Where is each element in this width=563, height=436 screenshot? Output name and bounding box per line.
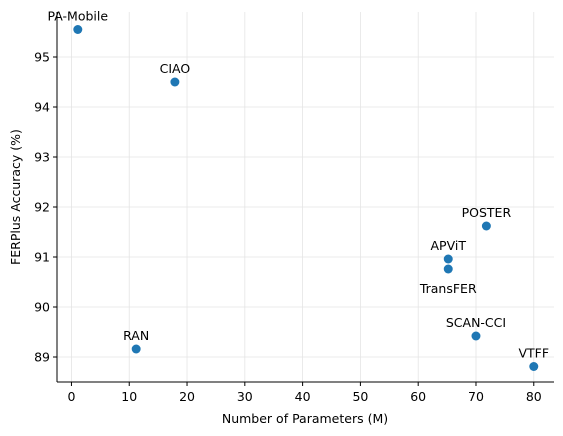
x-tick-label: 20 bbox=[179, 389, 195, 404]
x-tick-label: 40 bbox=[295, 389, 311, 404]
data-point bbox=[443, 254, 453, 264]
y-tick-label: 92 bbox=[34, 200, 50, 215]
data-point bbox=[73, 25, 83, 34]
point-label: RAN bbox=[123, 328, 149, 343]
point-label: CIAO bbox=[160, 61, 191, 76]
x-ticks: 0 10 20 30 40 50 60 70 80 bbox=[67, 382, 542, 404]
point-label: PA-Mobile bbox=[48, 9, 109, 24]
y-tick-label: 94 bbox=[34, 100, 50, 115]
point-label: TransFER bbox=[419, 281, 477, 296]
x-tick-label: 50 bbox=[352, 389, 368, 404]
x-tick-label: 0 bbox=[67, 389, 75, 404]
y-tick-label: 90 bbox=[34, 300, 50, 315]
data-point bbox=[170, 77, 180, 87]
axes bbox=[56, 12, 554, 383]
y-ticks: 89 90 91 92 93 94 95 bbox=[34, 50, 57, 365]
grid-lines bbox=[57, 12, 554, 382]
y-tick-label: 93 bbox=[34, 150, 50, 165]
point-labels: PA-Mobile CIAO POSTER APViT TransFER SCAN-CCI… bbox=[48, 9, 550, 361]
point-label: SCAN-CCI bbox=[446, 315, 506, 330]
data-point bbox=[131, 344, 141, 354]
point-label: VTFF bbox=[518, 346, 549, 361]
data-point bbox=[529, 362, 539, 371]
y-tick-label: 91 bbox=[34, 250, 50, 265]
x-tick-label: 80 bbox=[526, 389, 542, 404]
y-axis-label: FERPlus Accuracy (%) bbox=[8, 129, 23, 265]
data-points bbox=[73, 25, 539, 371]
y-tick-label: 95 bbox=[34, 50, 50, 65]
point-label: APViT bbox=[431, 238, 467, 253]
data-point bbox=[481, 221, 491, 231]
point-label: POSTER bbox=[462, 205, 512, 220]
y-tick-label: 89 bbox=[34, 350, 50, 365]
x-tick-label: 30 bbox=[237, 389, 253, 404]
x-axis-label: Number of Parameters (M) bbox=[222, 411, 388, 426]
data-point bbox=[443, 264, 453, 274]
x-tick-label: 10 bbox=[121, 389, 137, 404]
x-tick-label: 60 bbox=[410, 389, 426, 404]
x-tick-label: 70 bbox=[468, 389, 484, 404]
data-point bbox=[471, 331, 481, 341]
